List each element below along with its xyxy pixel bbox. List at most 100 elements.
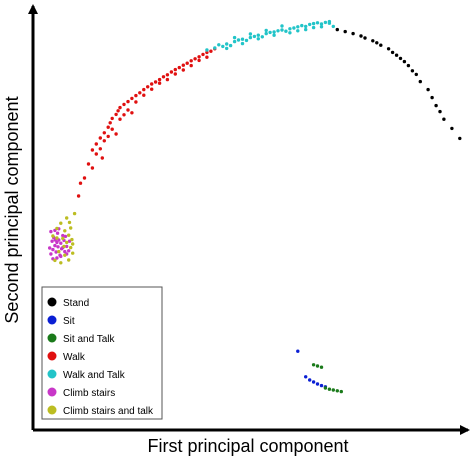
point-climb-stairs: [55, 256, 59, 260]
point-walk-and-talk: [292, 26, 296, 30]
point-walk: [90, 166, 95, 170]
point-sit: [315, 382, 320, 386]
point-sit-and-talk: [339, 389, 343, 394]
point-walk-and-talk: [256, 33, 260, 37]
point-walk-and-talk: [256, 37, 260, 41]
point-walk-and-talk: [288, 27, 292, 31]
point-climb-stairs-and-talk: [61, 236, 65, 241]
y-axis-label: Second principal component: [2, 96, 22, 323]
point-climb-stairs-and-talk: [51, 234, 55, 238]
legend-label-sit-and-talk: Sit and Talk: [63, 334, 116, 345]
point-walk: [114, 112, 118, 117]
series-sit: [296, 349, 328, 389]
point-sit: [304, 375, 308, 379]
point-sit-and-talk: [327, 387, 332, 391]
point-walk-and-talk: [225, 42, 229, 46]
point-climb-stairs: [61, 233, 65, 238]
point-climb-stairs: [51, 247, 55, 252]
series-climb-stairs-and-talk: [51, 211, 77, 265]
point-stand: [426, 87, 430, 92]
point-walk: [110, 116, 114, 121]
point-walk: [173, 67, 177, 72]
legend-label-stand: Stand: [63, 298, 89, 309]
point-climb-stairs-and-talk: [67, 220, 72, 225]
point-climb-stairs-and-talk: [71, 251, 75, 255]
legend-label-climb-stairs-and-talk: Climb stairs and talk: [63, 406, 154, 417]
point-walk-and-talk: [315, 21, 320, 25]
point-climb-stairs-and-talk: [72, 211, 77, 216]
point-sit: [319, 383, 324, 388]
point-walk: [189, 63, 193, 68]
point-walk: [102, 139, 107, 143]
point-walk: [78, 181, 83, 185]
point-walk: [165, 77, 170, 82]
point-walk: [153, 80, 158, 84]
point-walk: [122, 102, 126, 107]
point-climb-stairs: [63, 234, 68, 239]
point-sit: [311, 380, 316, 384]
point-walk-and-talk: [248, 35, 253, 40]
point-walk: [150, 82, 154, 86]
point-climb-stairs: [48, 246, 52, 250]
point-walk-and-talk: [232, 35, 237, 40]
point-walk: [173, 72, 177, 76]
point-walk-and-talk: [205, 48, 209, 52]
point-walk: [86, 162, 91, 166]
point-walk: [209, 49, 213, 53]
point-walk: [165, 73, 170, 77]
point-stand: [343, 29, 347, 34]
point-walk-and-talk: [272, 30, 276, 34]
point-sit-and-talk: [315, 364, 320, 368]
point-walk: [177, 65, 181, 70]
point-walk: [142, 93, 146, 97]
point-walk-and-talk: [284, 29, 288, 33]
data-points: [48, 19, 462, 394]
legend-label-walk-and-talk: Walk and Talk: [63, 370, 126, 381]
point-walk: [161, 75, 166, 79]
legend-marker-stand: [47, 297, 57, 307]
point-walk-and-talk: [213, 46, 217, 50]
point-climb-stairs-and-talk: [59, 221, 63, 225]
point-stand: [394, 53, 399, 57]
point-walk-and-talk: [296, 29, 300, 33]
point-walk: [142, 87, 146, 92]
point-climb-stairs-and-talk: [71, 242, 75, 246]
point-walk: [181, 63, 185, 67]
point-walk: [90, 148, 95, 152]
point-climb-stairs: [50, 239, 54, 243]
point-walk-and-talk: [268, 30, 272, 35]
point-walk: [205, 50, 209, 55]
point-walk-and-talk: [248, 32, 253, 36]
point-climb-stairs-and-talk: [65, 216, 69, 220]
legend-marker-walk-and-talk: [47, 369, 57, 379]
point-stand: [390, 50, 395, 55]
point-climb-stairs-and-talk: [65, 240, 69, 245]
point-stand: [442, 117, 446, 121]
point-walk: [122, 113, 126, 117]
point-climb-stairs-and-talk: [55, 226, 59, 231]
legend-marker-climb-stairs: [47, 387, 57, 397]
legend-label-walk: Walk: [63, 352, 86, 363]
point-stand: [430, 95, 434, 100]
point-climb-stairs-and-talk: [70, 237, 74, 242]
point-climb-stairs: [59, 247, 64, 251]
point-walk-and-talk: [304, 27, 308, 32]
point-stand: [414, 72, 418, 77]
point-walk-and-talk: [221, 44, 225, 49]
series-walk-and-talk: [205, 19, 335, 52]
point-climb-stairs-and-talk: [62, 244, 66, 249]
point-stand: [438, 109, 442, 114]
point-climb-stairs-and-talk: [67, 258, 71, 262]
point-climb-stairs: [56, 245, 60, 249]
point-walk: [197, 58, 201, 63]
point-walk-and-talk: [308, 22, 312, 27]
point-walk: [118, 117, 122, 121]
point-sit-and-talk: [331, 388, 335, 392]
legend: Stand Sit Sit and Talk Walk Walk and Talk Cli…: [41, 286, 163, 420]
point-climb-stairs-and-talk: [53, 258, 57, 263]
point-walk: [114, 132, 118, 136]
point-stand: [418, 79, 422, 84]
point-sit-and-talk: [335, 389, 339, 393]
point-climb-stairs: [67, 249, 71, 253]
